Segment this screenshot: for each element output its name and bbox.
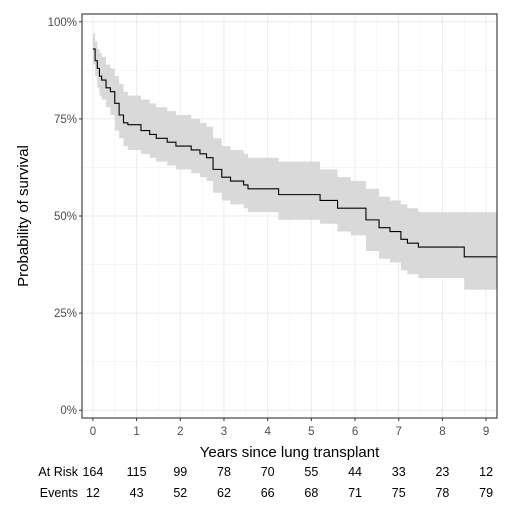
risk-row-label: At Risk [38, 465, 78, 479]
risk-cell: 68 [304, 486, 318, 500]
risk-cell: 66 [261, 486, 275, 500]
risk-cell: 43 [130, 486, 144, 500]
confidence-band-area [92, 33, 498, 290]
risk-cell: 52 [173, 486, 187, 500]
risk-cell: 78 [217, 465, 231, 479]
x-tick-label: 9 [483, 426, 489, 438]
survival-line [92, 48, 497, 258]
risk-cell: 99 [173, 465, 187, 479]
risk-cell: 79 [479, 486, 493, 500]
x-tick-label: 4 [264, 426, 271, 438]
x-tick-label: 5 [308, 426, 314, 438]
x-axis-ticks: 0 1 2 3 4 5 6 7 8 9 [90, 418, 489, 438]
risk-cell: 12 [86, 486, 100, 500]
risk-table: At Risk 164 115 99 78 70 55 44 33 23 12 Events 12 43 5… [38, 465, 493, 500]
confidence-band [92, 33, 498, 290]
x-tick-label: 6 [352, 426, 358, 438]
risk-cell: 44 [348, 465, 362, 479]
risk-cell: 115 [127, 465, 147, 479]
y-tick-label: 25% [54, 308, 77, 320]
risk-cell: 164 [82, 465, 103, 479]
x-tick-label: 7 [396, 426, 402, 438]
risk-cell: 62 [217, 486, 231, 500]
risk-cell: 55 [304, 465, 318, 479]
x-tick-label: 0 [90, 426, 96, 438]
x-axis-title: Years since lung transplant [200, 444, 380, 461]
y-tick-label: 0% [60, 405, 77, 417]
risk-cell: 70 [261, 465, 275, 479]
y-tick-label: 75% [54, 114, 77, 126]
risk-cell: 75 [392, 486, 406, 500]
risk-cell: 23 [435, 465, 449, 479]
x-tick-label: 8 [439, 426, 445, 438]
y-axis-title: Probability of survival [15, 145, 32, 287]
risk-cell: 12 [479, 465, 493, 479]
x-tick-label: 1 [133, 426, 139, 438]
risk-row-label: Events [40, 486, 78, 500]
y-axis-ticks: 0% 25% 50% 75% 100% [48, 17, 82, 417]
risk-cell: 78 [435, 486, 449, 500]
x-tick-label: 3 [221, 426, 227, 438]
y-tick-label: 100% [48, 17, 77, 29]
survival-curve [92, 48, 497, 258]
risk-cell: 71 [348, 486, 362, 500]
y-tick-label: 50% [54, 211, 77, 223]
x-tick-label: 2 [177, 426, 183, 438]
risk-cell: 33 [392, 465, 406, 479]
